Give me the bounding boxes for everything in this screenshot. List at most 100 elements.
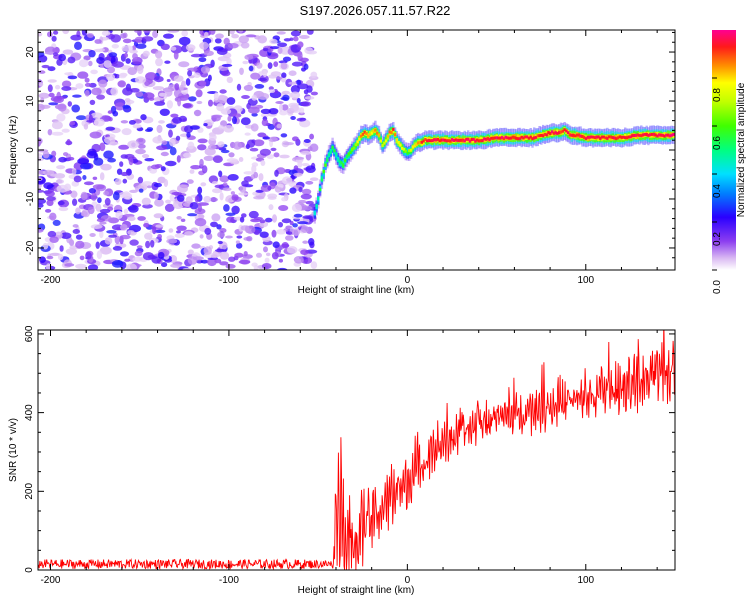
colorbar-tick-label: 0.6 [712,136,723,150]
noise-speckle [142,181,152,186]
noise-speckle [55,179,64,184]
noise-speckle [94,39,102,44]
ridge-cell [360,134,363,138]
ridge-cell [529,135,532,139]
noise-speckle [42,242,49,250]
ridge-cell [524,135,527,139]
noise-speckle [75,115,87,121]
ridge-cell [545,133,548,137]
colorbar-tick-label: 0.0 [712,280,723,294]
noise-speckle [200,182,207,187]
noise-speckle [88,188,96,194]
noise-speckle [282,142,294,146]
noise-speckle [197,138,208,144]
noise-speckle [228,256,236,262]
ridge-cell [593,136,597,140]
noise-speckle [199,41,210,50]
noise-speckle [230,191,235,195]
y-tick-label: 20 [25,46,36,58]
noise-speckle [277,46,283,55]
noise-speckle [298,199,307,204]
noise-speckle [44,51,56,55]
ridge-cell [449,139,452,143]
ridge-cell [443,138,447,142]
noise-speckle [296,117,306,122]
noise-speckle [309,133,314,140]
ridge-cell [367,134,370,138]
ridge-cell [502,137,506,141]
ridge-cell [390,131,393,134]
noise-speckle [297,51,303,60]
ridge-cell [563,128,566,132]
noise-speckle [82,175,87,180]
noise-speckle [303,139,311,143]
ridge-cell [436,137,440,141]
noise-speckle [185,44,196,51]
noise-speckle [99,48,105,52]
noise-speckle [99,208,111,214]
noise-speckle [304,96,315,100]
ridge-cell [657,133,661,137]
noise-speckle [164,203,175,212]
ridge-cell [361,132,365,136]
ridge-cell [427,139,431,142]
noise-speckle [104,136,116,145]
ridge-cell [388,130,391,134]
noise-speckle [64,72,74,76]
noise-speckle [38,92,50,99]
noise-speckle [204,31,209,39]
noise-speckle [274,169,279,177]
snr-frame [37,329,676,571]
noise-speckle [40,97,45,103]
ridge-cell [538,134,541,138]
ridge-cell [372,129,375,133]
noise-speckle [298,35,310,39]
noise-speckle [217,240,223,245]
noise-speckle [123,208,129,215]
noise-speckle [290,91,301,99]
noise-speckle [285,231,293,235]
noise-speckle [273,61,279,67]
noise-speckle [280,133,288,138]
ridge-cell [384,139,388,143]
ridge-cell [608,135,611,139]
ridge-cell [420,140,423,144]
noise-speckle [106,66,116,74]
noise-speckle [153,192,159,200]
noise-speckle [217,141,225,148]
noise-speckle [300,150,312,155]
y-tick-label: 0 [25,147,36,153]
ridge-cell [459,138,463,142]
noise-speckle [180,184,190,188]
noise-speckle [60,232,72,239]
noise-speckle [80,211,88,217]
noise-speckle [73,175,82,183]
ridge-cell [479,139,482,143]
noise-speckle [178,61,190,68]
noise-speckle [245,34,257,38]
noise-speckle [69,121,76,126]
noise-speckle [112,110,119,117]
y-tick-label: -20 [25,240,36,255]
ridge-cell [609,135,613,139]
noise-speckle [99,172,105,181]
noise-speckle [189,202,199,210]
noise-speckle [164,60,171,64]
ridge-cell [386,134,390,138]
ridge-cell [525,135,529,139]
ridge-cell [418,140,422,144]
ridge-cell [351,147,354,151]
noise-speckle [262,70,268,78]
noise-speckle [127,216,136,222]
noise-speckle [200,66,210,74]
noise-speckle [265,252,271,257]
noise-speckle [38,203,44,208]
noise-speckle [213,92,219,101]
ridge-cell [451,138,454,142]
noise-speckle [92,184,105,190]
noise-speckle [253,195,265,200]
noise-speckle [231,34,240,39]
noise-speckle [143,223,150,228]
noise-speckle [141,36,154,42]
noise-speckle [306,30,314,35]
